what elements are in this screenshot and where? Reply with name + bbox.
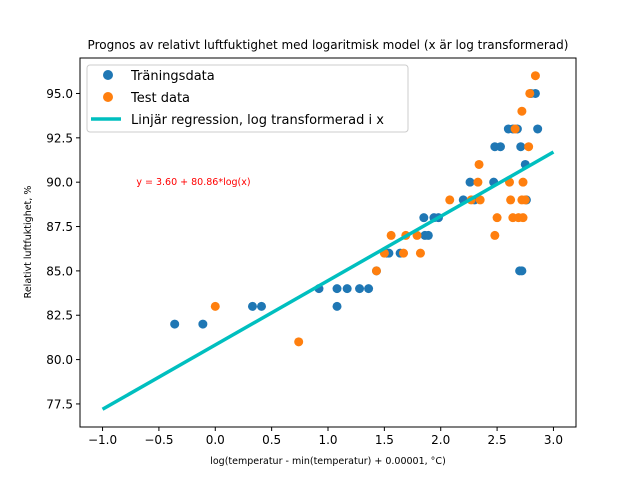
- test-data-point: [445, 195, 455, 205]
- test-data-point: [371, 266, 381, 276]
- legend-marker-test: [103, 92, 113, 102]
- test-data-point: [530, 71, 540, 81]
- test-data-point: [210, 301, 220, 311]
- chart-title: Prognos av relativt luftfuktighet med lo…: [88, 38, 569, 52]
- training-data-point: [256, 301, 266, 311]
- y-tick-label: 80.0: [46, 353, 73, 367]
- test-data-point: [517, 106, 527, 116]
- legend-label-regression: Linjär regression, log transformerad i x: [131, 113, 384, 128]
- y-axis-label: Relativt luftfuktighet, %: [23, 186, 34, 299]
- x-tick-label: 2.5: [488, 433, 507, 447]
- x-axis-label: log(temperatur - min(temperatur) + 0.000…: [210, 456, 446, 467]
- y-tick-label: 82.5: [46, 309, 73, 323]
- training-data-point: [495, 142, 505, 152]
- y-tick-label: 87.5: [46, 220, 73, 234]
- test-data-point: [518, 213, 528, 223]
- training-data-point: [332, 301, 342, 311]
- legend-label-training: Träningsdata: [130, 69, 215, 84]
- test-data-point: [524, 142, 534, 152]
- test-data-point: [294, 337, 304, 347]
- legend-marker-training: [103, 70, 113, 80]
- training-data-point: [533, 124, 543, 134]
- legend-label-test: Test data: [130, 91, 190, 106]
- legend-box: [86, 64, 409, 133]
- training-data-point: [170, 319, 180, 329]
- test-data-point: [525, 88, 535, 98]
- test-data-point: [412, 230, 422, 240]
- y-tick-label: 92.5: [46, 131, 73, 145]
- test-data-point: [520, 195, 530, 205]
- test-data-point: [473, 177, 483, 187]
- training-data-point: [342, 284, 352, 294]
- training-data-point: [516, 142, 526, 152]
- legend: Träningsdata Test data Linjär regression…: [86, 64, 409, 133]
- x-tick-label: 2.0: [431, 433, 450, 447]
- training-data-point: [364, 284, 374, 294]
- training-data-point: [332, 284, 342, 294]
- test-data-point: [474, 159, 484, 169]
- x-tick-label: 0.0: [206, 433, 225, 447]
- y-tick-label: 85.0: [46, 264, 73, 278]
- test-data-point: [399, 248, 409, 258]
- annotation-equation: y = 3.60 + 80.86*log(x): [136, 177, 250, 188]
- plot-area: [101, 71, 555, 411]
- training-data-point: [465, 177, 475, 187]
- axis-ticks: −1.0 −0.5 0.0 0.5 1.0 1.5 2.0 2.5 3.0 77.5 80.0 82.…: [46, 87, 563, 447]
- test-data-point: [492, 213, 502, 223]
- training-data-point: [355, 284, 365, 294]
- x-tick-label: 1.0: [318, 433, 337, 447]
- test-data-point: [475, 195, 485, 205]
- x-tick-label: −1.0: [88, 433, 117, 447]
- test-data-point: [490, 230, 500, 240]
- test-data-point: [506, 195, 516, 205]
- y-tick-label: 95.0: [46, 87, 73, 101]
- training-data-point: [198, 319, 208, 329]
- test-data-point: [386, 230, 396, 240]
- regression-line: [101, 150, 555, 411]
- x-tick-label: −0.5: [144, 433, 173, 447]
- training-data-point: [419, 213, 429, 223]
- training-data-point: [423, 230, 433, 240]
- training-data-point: [247, 301, 257, 311]
- test-data-point: [415, 248, 425, 258]
- x-tick-label: 0.5: [262, 433, 281, 447]
- test-data-point: [510, 124, 520, 134]
- training-data-point: [517, 266, 527, 276]
- test-data-point: [518, 177, 528, 187]
- x-tick-label: 1.5: [375, 433, 394, 447]
- y-tick-label: 90.0: [46, 176, 73, 190]
- x-tick-label: 3.0: [544, 433, 563, 447]
- y-tick-label: 77.5: [46, 397, 73, 411]
